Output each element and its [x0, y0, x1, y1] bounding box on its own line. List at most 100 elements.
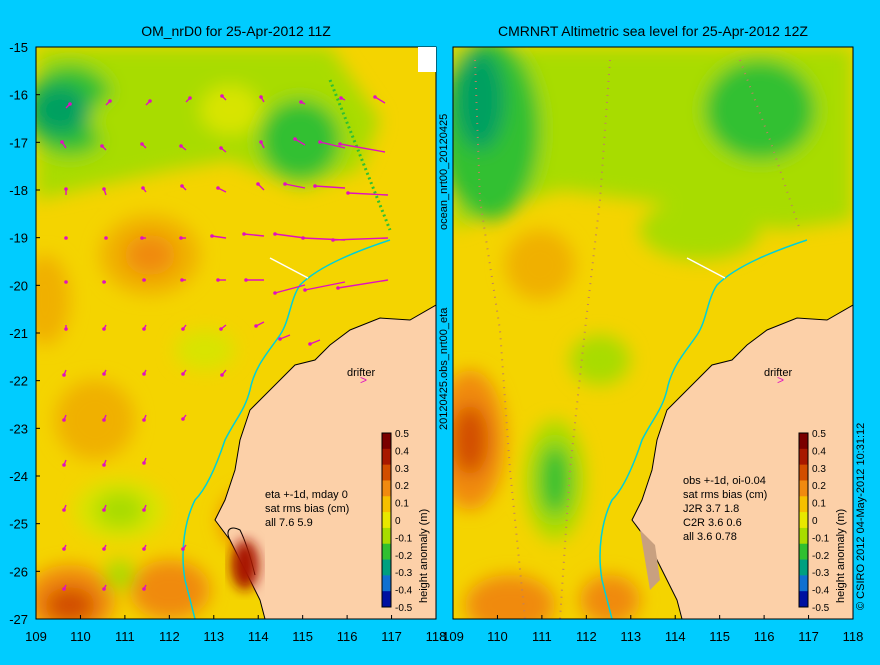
right-anomaly-field [453, 47, 853, 619]
vector-shaft [221, 95, 227, 101]
colorbar-swatch [382, 464, 391, 481]
colorbar-swatch [382, 591, 391, 608]
vector-shaft [300, 101, 306, 105]
y-tick-label: -18 [9, 183, 28, 198]
left-annotation-2: sat rms bias (cm) [265, 503, 349, 515]
vector-shaft [243, 233, 265, 237]
vector-shaft [182, 369, 187, 375]
right-drifter-arrow-icon: > [777, 373, 784, 387]
right-annotation-3: J2R 3.7 1.8 [683, 503, 739, 515]
y-tick-label: -19 [9, 231, 28, 246]
x-tick-label: 116 [337, 629, 358, 644]
vector-shaft [143, 369, 147, 375]
vector-shaft [103, 544, 107, 550]
x-tick-label: 114 [665, 629, 686, 644]
x-tick-label: 112 [576, 629, 597, 644]
colorbar-tick-label: -0.1 [395, 533, 413, 544]
colorbar-tick-label: 0.2 [812, 481, 826, 492]
right-map: drifter > obs +-1d, oi-0.04 sat rms bias… [453, 47, 853, 619]
vector-shaft [63, 504, 67, 511]
current-vectors [60, 94, 389, 591]
vector-shaft [143, 414, 147, 421]
x-tick-label: 110 [70, 629, 91, 644]
vector-shaft [103, 324, 107, 330]
vector-shaft [294, 138, 306, 146]
left-map: drifter > eta +-1d, mday 0 sat rms bias … [36, 47, 436, 619]
colorbar-tick-label: 0.1 [812, 499, 826, 510]
vector-shaft [260, 141, 265, 149]
left-anomaly-field [36, 47, 380, 619]
vector-shaft [340, 97, 346, 101]
vector-shaft [217, 187, 227, 193]
left-side-label-upper: ocean_nrt00_20120425 [438, 114, 450, 230]
x-tick-label: 112 [159, 629, 180, 644]
right-land [631, 304, 853, 619]
copyright-label: © CSIRO 2012 04-May-2012 10:31:12 [855, 423, 867, 610]
vector-shaft [304, 281, 346, 291]
colorbar-tick-label: -0.5 [395, 603, 413, 614]
colorbar-label: height anomaly (m) [835, 509, 847, 603]
left-shelf-line [182, 239, 391, 619]
colorbar-swatch [799, 512, 808, 529]
vector-shaft [257, 183, 265, 191]
vector-shaft [141, 143, 147, 149]
colorbar-tick-label: -0.3 [812, 568, 830, 579]
vector-shaft [185, 97, 191, 103]
right-frame [452, 46, 854, 620]
vector-shaft [143, 457, 147, 464]
x-tick-label: 113 [620, 629, 641, 644]
vector-shaft [319, 141, 346, 149]
left-x-ticks: 109 110 111 112 113 114 115 116 117 118 [25, 615, 446, 644]
y-tick-label: -21 [9, 326, 28, 341]
vector-shaft [103, 459, 107, 466]
vector-shaft [314, 185, 346, 189]
colorbar-tick-label: 0.5 [812, 429, 826, 440]
colorbar-swatch [799, 480, 808, 497]
colorbar-tick-label: 0.3 [395, 464, 409, 475]
right-drifter-label: drifter [764, 367, 792, 379]
vector-shaft [181, 185, 187, 191]
left-drifter-label: drifter [347, 367, 375, 379]
x-tick-label: 111 [115, 629, 135, 644]
vector-shaft [220, 147, 227, 153]
colorbar-tick-label: 0.4 [812, 446, 826, 457]
colorbar-swatch [799, 496, 808, 513]
x-tick-label: 109 [442, 629, 464, 644]
vector-shaft [63, 584, 67, 590]
vector-shaft [339, 143, 386, 153]
y-tick-label: -26 [9, 564, 28, 579]
vector-shaft [142, 187, 147, 193]
left-annotation-1: eta +-1d, mday 0 [265, 489, 348, 501]
colorbar-frame [798, 432, 809, 608]
right-panel-title: CMRNRT Altimetric sea level for 25-Apr-2… [498, 23, 808, 39]
right-x-ticks: 109 110 111 112 113 114 115 116 117 118 [442, 615, 863, 644]
vector-shaft [182, 544, 187, 550]
vector-shaft [309, 339, 321, 345]
vector-shaft [143, 504, 147, 511]
vector-shaft [61, 141, 67, 149]
y-tick-label: -20 [9, 278, 28, 293]
vector-head [64, 280, 68, 284]
vector-shaft [103, 414, 107, 421]
left-land [214, 304, 436, 619]
right-colorbar: 0.5 0.4 0.3 0.2 0.1 0 -0.1 -0.2 -0.3 -0.4 -0.5 heig… [798, 429, 847, 614]
x-tick-label: 116 [754, 629, 775, 644]
colorbar-tick-label: -0.1 [812, 533, 830, 544]
colorbar-swatch [382, 512, 391, 529]
vector-shaft [105, 100, 111, 106]
right-annotation-5: all 3.6 0.78 [683, 531, 737, 543]
vector-shaft [180, 145, 187, 151]
x-tick-label: 114 [248, 629, 269, 644]
y-tick-label: -23 [9, 421, 28, 436]
vector-shaft [143, 544, 147, 550]
vector-shaft [347, 192, 389, 196]
vector-shaft [211, 235, 227, 239]
vector-shaft [220, 324, 227, 330]
vector-shaft [274, 284, 306, 294]
vector-shaft [337, 279, 389, 289]
left-annotation-3: all 7.6 5.9 [265, 517, 313, 529]
colorbar-tick-label: -0.5 [812, 603, 830, 614]
vector-head [104, 236, 108, 240]
